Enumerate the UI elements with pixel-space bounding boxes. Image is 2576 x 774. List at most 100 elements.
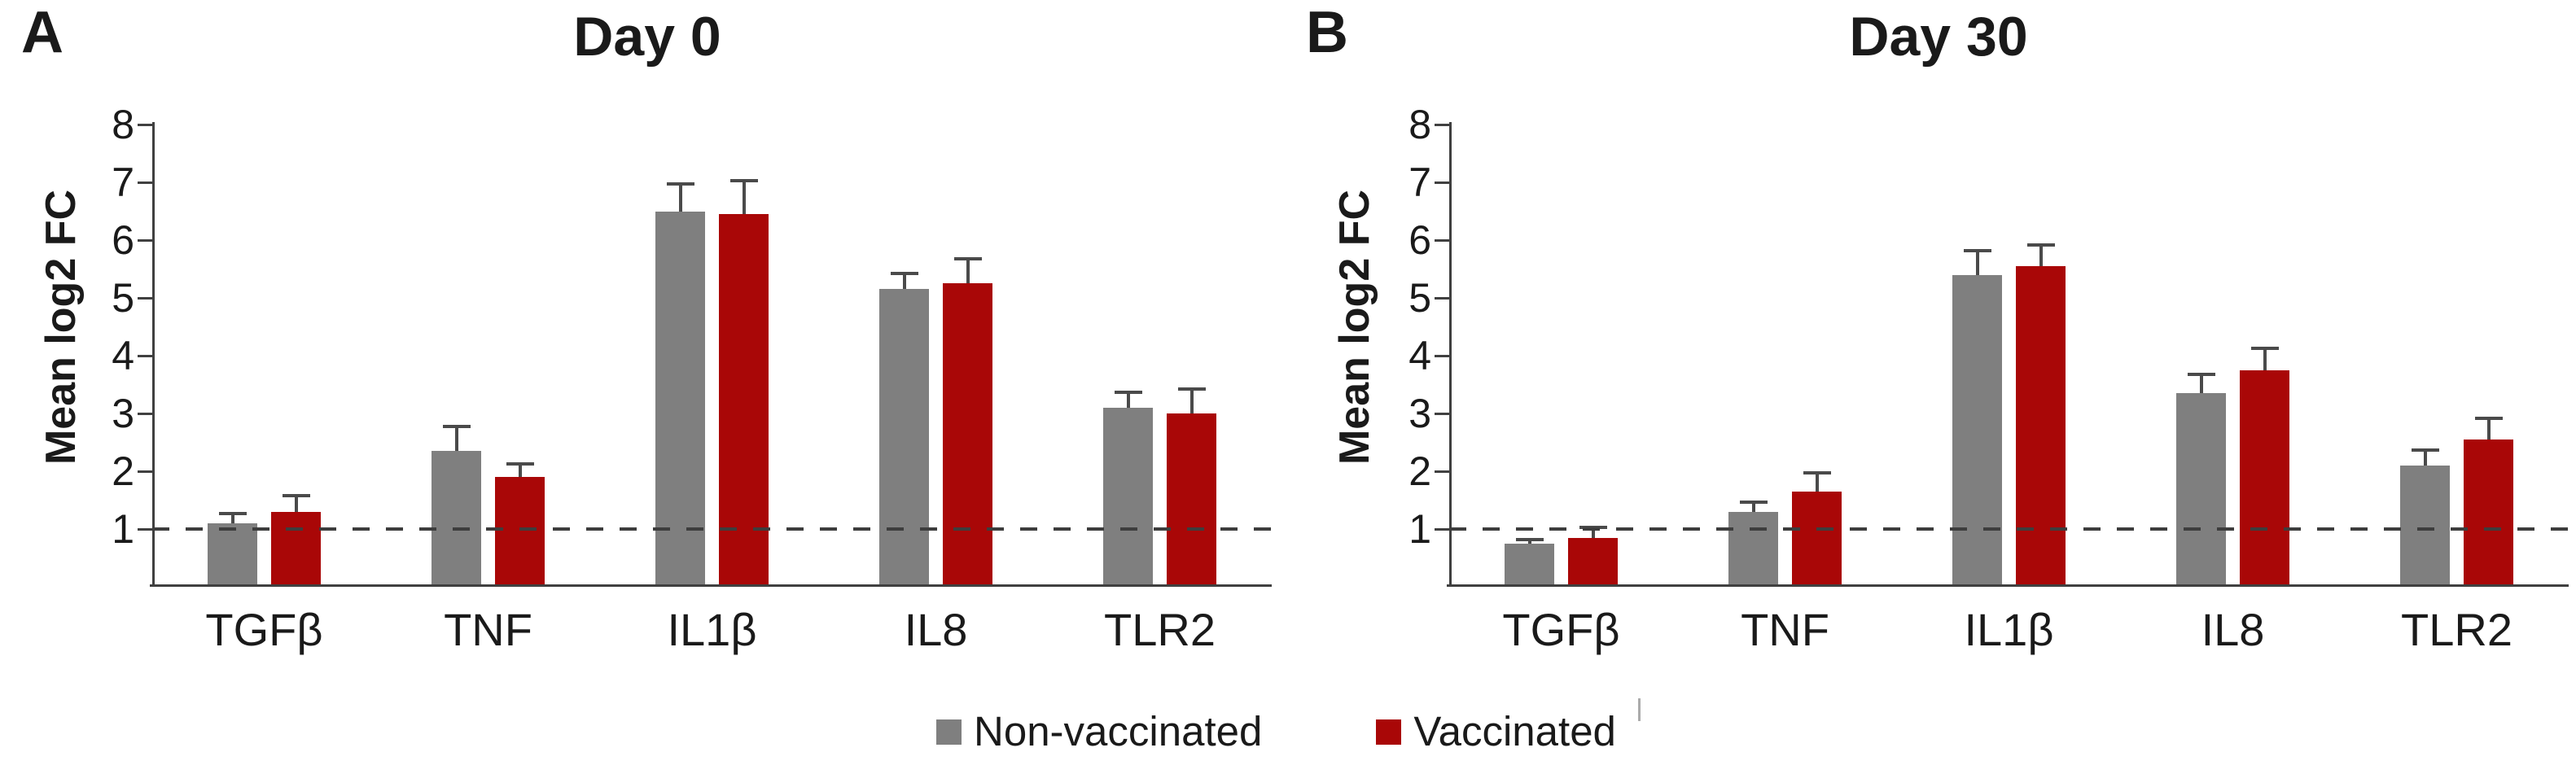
bar-vaccinated-il8: [2240, 370, 2289, 587]
error-bar-whisker: [1189, 387, 1194, 413]
error-bar-whisker: [1591, 526, 1595, 538]
bar-non-vaccinated-il1: [1952, 274, 2002, 587]
bar-vaccinated-tgf: [271, 511, 321, 587]
bar-vaccinated-il1: [719, 214, 769, 587]
y-axis-tick: [1435, 181, 1449, 184]
error-bar-cap: [1963, 248, 1991, 252]
error-bar-whisker: [2199, 373, 2203, 394]
error-bar-whisker: [2263, 347, 2267, 370]
error-bar-cap: [666, 182, 694, 186]
y-axis-tick-label: 6: [112, 217, 134, 263]
error-bar-cap: [442, 425, 471, 429]
y-axis-tick: [138, 412, 152, 415]
y-axis-tick-label: 1: [1408, 506, 1431, 552]
error-bar-cap: [890, 272, 918, 276]
y-axis-tick: [138, 296, 152, 300]
category-label-tnf: TNF: [1741, 604, 1829, 655]
x-axis-line: [1447, 584, 2569, 587]
bar-non-vaccinated-il1: [655, 211, 705, 587]
reference-line-y1: [1449, 527, 2569, 531]
bar-vaccinated-tgf: [1568, 537, 1618, 587]
bar-non-vaccinated-tnf: [432, 451, 481, 587]
panel-a-title: Day 0: [573, 6, 721, 68]
y-axis-tick-label: 1: [112, 506, 134, 552]
bar-non-vaccinated-il8: [2176, 393, 2226, 587]
y-axis-tick-label: 4: [112, 333, 134, 378]
y-axis-tick: [1435, 238, 1449, 242]
error-bar-whisker: [678, 182, 682, 212]
y-axis-tick-label: 3: [112, 391, 134, 436]
legend-swatch-non-vaccinated: [936, 719, 962, 745]
bar-vaccinated-tlr2: [2464, 439, 2513, 587]
error-bar-cap: [1177, 387, 1206, 391]
error-bar-cap: [2187, 373, 2215, 377]
error-bar-whisker: [966, 257, 970, 284]
y-axis-tick-label: 5: [112, 275, 134, 321]
y-axis-tick-label: 5: [1408, 275, 1431, 321]
panel-b-label: B: [1306, 0, 1348, 65]
y-axis-tick-label: 2: [112, 448, 134, 494]
error-bar-cap: [2026, 243, 2055, 247]
bar-vaccinated-tnf: [1792, 491, 1842, 587]
error-bar-whisker: [1751, 500, 1755, 512]
bar-non-vaccinated-tlr2: [1103, 407, 1153, 587]
y-axis-tick: [138, 181, 152, 184]
error-bar-whisker: [2486, 416, 2491, 439]
y-axis-tick: [1435, 527, 1449, 531]
error-bar-whisker: [518, 462, 522, 478]
bar-non-vaccinated-tgf: [1505, 543, 1554, 587]
bar-vaccinated-il1: [2016, 265, 2066, 587]
y-axis-tick: [138, 527, 152, 531]
error-bar-whisker: [454, 425, 458, 452]
legend-label-non-vaccinated: Non-vaccinated: [974, 708, 1263, 754]
bar-non-vaccinated-tnf: [1728, 511, 1778, 587]
category-label-il8: IL8: [904, 604, 968, 655]
y-axis-tick-label: 4: [1408, 333, 1431, 378]
y-axis-tick-label: 8: [112, 102, 134, 147]
y-axis-tick-label: 2: [1408, 448, 1431, 494]
category-label-il1: IL1β: [667, 604, 757, 655]
category-label-tnf: TNF: [444, 604, 532, 655]
error-bar-whisker: [1975, 248, 1979, 275]
error-bar-whisker: [2423, 448, 2427, 466]
y-axis-line: [1449, 122, 1452, 587]
bar-non-vaccinated-tlr2: [2400, 465, 2450, 587]
error-bar-whisker: [294, 494, 298, 512]
legend-swatch-vaccinated: [1376, 719, 1402, 745]
error-bar-cap: [1803, 471, 1831, 474]
legend-label-vaccinated: Vaccinated: [1413, 708, 1616, 754]
bar-non-vaccinated-il8: [879, 289, 929, 587]
category-label-tgf: TGFβ: [205, 604, 323, 655]
bar-non-vaccinated-tgf: [208, 523, 257, 587]
category-label-il1: IL1β: [1964, 604, 2054, 655]
y-axis-tick: [138, 123, 152, 126]
error-bar-whisker: [230, 511, 234, 523]
error-bar-whisker: [1126, 390, 1130, 408]
text-cursor-artifact: [1638, 698, 1641, 721]
reference-line-y1: [152, 527, 1272, 531]
error-bar-cap: [506, 462, 534, 466]
legend: Non-vaccinated Vaccinated: [936, 708, 1616, 755]
y-axis-tick-label: 7: [1408, 160, 1431, 205]
category-label-il8: IL8: [2201, 604, 2265, 655]
panel-b-title: Day 30: [1849, 6, 2028, 68]
error-bar-cap: [729, 179, 758, 183]
y-axis-tick-label: 6: [1408, 217, 1431, 263]
y-axis-tick: [1435, 412, 1449, 415]
error-bar-cap: [1114, 390, 1142, 394]
y-axis-tick-label: 7: [112, 160, 134, 205]
panel-a-plot-area: 1 2 3 4 5 6 7 8 TGFβ TNF IL1β IL8 TLR2: [112, 102, 1272, 655]
error-bar-cap: [2411, 448, 2439, 452]
category-label-tlr2: TLR2: [2401, 604, 2512, 655]
y-axis-tick: [1435, 123, 1449, 126]
y-axis-tick-label: 8: [1408, 102, 1431, 147]
bar-vaccinated-tlr2: [1167, 413, 1216, 587]
error-bar-cap: [1739, 500, 1768, 504]
y-axis-tick-label: 3: [1408, 391, 1431, 436]
error-bar-cap: [953, 257, 982, 261]
panel-a-label: A: [21, 0, 64, 65]
error-bar-whisker: [1815, 471, 1819, 492]
error-bar-whisker: [2039, 243, 2043, 266]
y-axis-tick: [1435, 470, 1449, 473]
